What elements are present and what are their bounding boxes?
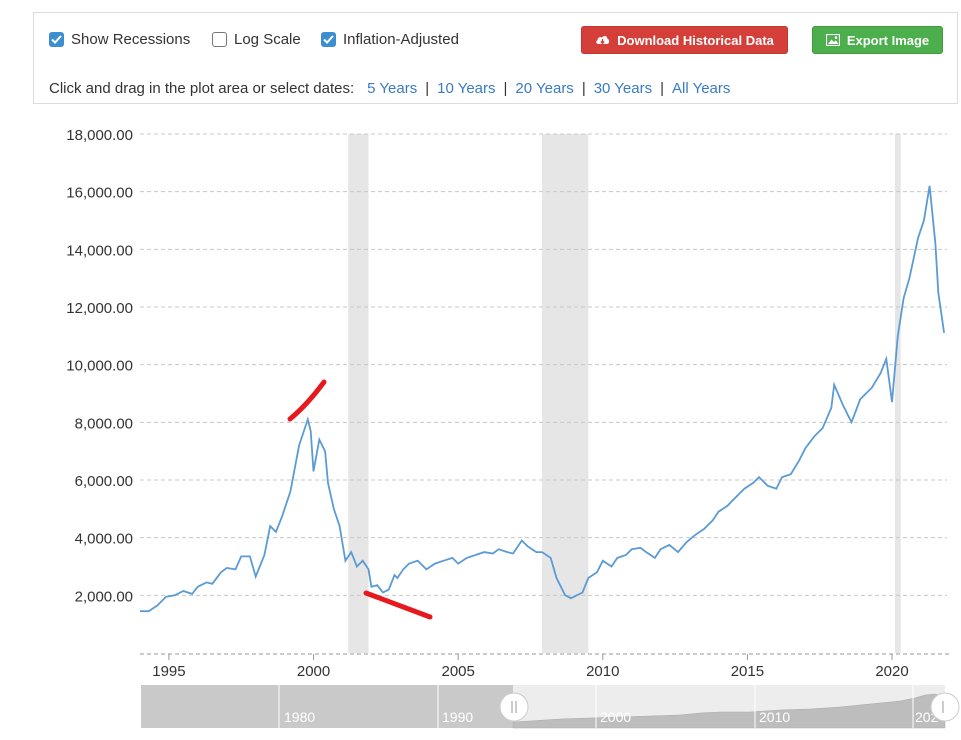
show-recessions-label: Show Recessions: [71, 31, 191, 48]
inflation-adjusted-label: Inflation-Adjusted: [343, 31, 459, 48]
navigator-divider: [278, 685, 914, 728]
range-20-years-link[interactable]: 20 Years: [515, 80, 574, 97]
y-tick-label: 4,000.00: [75, 531, 133, 548]
date-range-selector: Click and drag in the plot area or selec…: [49, 80, 730, 97]
y-axis: 2,000.00 4,000.00 6,000.00 8,000.00 10,000.0…: [66, 127, 133, 605]
navigator-tick: 1980: [284, 709, 315, 725]
image-icon: [825, 34, 840, 46]
y-tick-label: 16,000.00: [66, 185, 133, 202]
x-tick-label: 2015: [731, 663, 764, 680]
gridlines: [140, 133, 947, 596]
y-tick-label: 10,000.00: [66, 358, 133, 375]
range-all-years-link[interactable]: All Years: [672, 80, 731, 97]
x-tick-label: 2020: [875, 663, 908, 680]
range-navigator[interactable]: 1980 1990 2000 2010 202: [141, 685, 960, 729]
y-tick-label: 14,000.00: [66, 242, 133, 259]
export-label: Export Image: [846, 32, 930, 48]
series-line[interactable]: [140, 185, 945, 613]
x-tick-label: 2010: [586, 663, 619, 680]
range-prompt: Click and drag in the plot area or selec…: [49, 80, 355, 97]
log-scale-label: Log Scale: [234, 31, 301, 48]
navigator-tick: 2000: [600, 709, 631, 725]
download-label: Download Historical Data: [617, 32, 774, 48]
cloud-download-icon: [596, 35, 610, 45]
annotation-stroke-down: [363, 590, 433, 620]
y-tick-label: 8,000.00: [75, 415, 133, 432]
recession-band: [542, 134, 589, 653]
y-tick-label: 12,000.00: [66, 300, 133, 317]
inflation-adjusted-option[interactable]: Inflation-Adjusted: [321, 31, 459, 48]
annotation-stroke-up: [287, 379, 327, 422]
download-historical-data-button[interactable]: Download Historical Data: [581, 26, 788, 54]
export-image-button[interactable]: Export Image: [812, 26, 943, 54]
range-separator: |: [503, 80, 508, 97]
navigator-mask-left: [141, 685, 513, 728]
x-axis: 1995 2000 2005 2010 2015 2020: [152, 654, 909, 680]
show-recessions-option[interactable]: Show Recessions: [49, 31, 190, 48]
range-10-years-link[interactable]: 10 Years: [437, 80, 496, 97]
range-separator: |: [660, 80, 665, 97]
x-tick-label: 1995: [152, 663, 185, 680]
recession-band: [894, 134, 901, 653]
navigator-tick: 2010: [759, 709, 790, 725]
recession-band: [348, 134, 369, 653]
checkmark-icon[interactable]: [49, 32, 64, 47]
navigator-handle-right[interactable]: [930, 692, 960, 722]
range-separator: |: [581, 80, 586, 97]
checkbox-empty-icon[interactable]: [212, 32, 227, 47]
navigator-handle-left[interactable]: [499, 692, 529, 722]
checkmark-icon[interactable]: [321, 32, 336, 47]
recession-bands: [348, 134, 901, 653]
navigator-tick: 1990: [442, 709, 473, 725]
x-tick-label: 2005: [441, 663, 474, 680]
y-tick-label: 18,000.00: [66, 127, 133, 144]
y-tick-label: 6,000.00: [75, 473, 133, 490]
annotation-marks: [287, 379, 433, 620]
y-tick-label: 2,000.00: [75, 588, 133, 605]
range-separator: |: [425, 80, 430, 97]
navigator-series-area: [512, 693, 946, 729]
chart-toolbar: Show Recessions Log Scale Inflation-Adju…: [33, 12, 958, 104]
range-5-years-link[interactable]: 5 Years: [367, 80, 418, 97]
log-scale-option[interactable]: Log Scale: [212, 31, 301, 48]
x-tick-label: 2000: [297, 663, 330, 680]
range-30-years-link[interactable]: 30 Years: [593, 80, 653, 97]
